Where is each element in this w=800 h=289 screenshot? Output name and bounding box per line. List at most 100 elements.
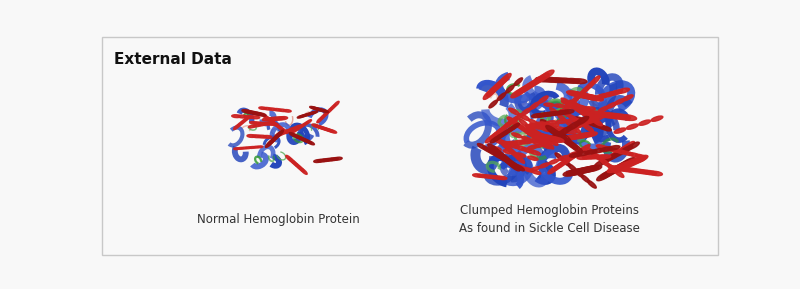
Ellipse shape: [536, 137, 550, 142]
Ellipse shape: [514, 78, 522, 86]
Ellipse shape: [318, 159, 326, 162]
Ellipse shape: [310, 112, 315, 114]
Ellipse shape: [616, 147, 626, 154]
Ellipse shape: [550, 139, 560, 144]
Ellipse shape: [566, 169, 582, 175]
Ellipse shape: [622, 151, 634, 155]
Ellipse shape: [538, 125, 550, 131]
Ellipse shape: [562, 101, 572, 105]
Ellipse shape: [522, 136, 532, 141]
Ellipse shape: [590, 76, 600, 85]
Ellipse shape: [546, 136, 559, 141]
Ellipse shape: [493, 129, 502, 137]
Ellipse shape: [583, 124, 594, 131]
Ellipse shape: [557, 110, 569, 114]
Ellipse shape: [571, 105, 582, 113]
Ellipse shape: [548, 166, 558, 174]
Ellipse shape: [508, 163, 518, 167]
Ellipse shape: [493, 79, 505, 90]
Ellipse shape: [306, 141, 314, 145]
Ellipse shape: [535, 132, 546, 139]
Ellipse shape: [254, 122, 261, 124]
Ellipse shape: [575, 148, 586, 155]
Ellipse shape: [315, 108, 322, 110]
Ellipse shape: [486, 135, 494, 143]
Ellipse shape: [528, 156, 538, 160]
Ellipse shape: [614, 162, 629, 171]
Ellipse shape: [527, 145, 538, 149]
Ellipse shape: [534, 143, 546, 147]
Ellipse shape: [550, 137, 564, 142]
Ellipse shape: [287, 127, 297, 132]
Ellipse shape: [558, 126, 572, 136]
Ellipse shape: [651, 116, 663, 121]
Text: External Data: External Data: [114, 52, 232, 67]
Ellipse shape: [638, 170, 650, 174]
Ellipse shape: [295, 135, 302, 140]
Ellipse shape: [292, 134, 300, 138]
Ellipse shape: [538, 96, 548, 103]
Ellipse shape: [603, 155, 613, 162]
Ellipse shape: [582, 155, 594, 159]
Ellipse shape: [583, 116, 599, 124]
Ellipse shape: [494, 134, 502, 141]
Ellipse shape: [323, 128, 331, 131]
Ellipse shape: [621, 146, 633, 153]
Ellipse shape: [607, 153, 617, 160]
Ellipse shape: [614, 114, 630, 120]
Ellipse shape: [283, 110, 291, 112]
Ellipse shape: [298, 124, 305, 128]
Ellipse shape: [546, 121, 557, 125]
Ellipse shape: [565, 139, 578, 149]
Ellipse shape: [566, 101, 578, 109]
Ellipse shape: [245, 110, 254, 114]
Ellipse shape: [552, 163, 563, 171]
Ellipse shape: [278, 126, 285, 131]
Ellipse shape: [548, 123, 558, 127]
Ellipse shape: [503, 150, 514, 154]
Ellipse shape: [515, 155, 525, 163]
Ellipse shape: [602, 147, 614, 151]
Ellipse shape: [550, 129, 564, 139]
Ellipse shape: [609, 166, 622, 170]
Ellipse shape: [614, 166, 626, 173]
Ellipse shape: [566, 102, 576, 106]
Ellipse shape: [271, 121, 278, 126]
Ellipse shape: [322, 159, 330, 162]
Ellipse shape: [500, 73, 511, 84]
Ellipse shape: [561, 98, 572, 106]
Ellipse shape: [254, 124, 261, 127]
Ellipse shape: [507, 117, 518, 125]
Ellipse shape: [483, 89, 494, 99]
Ellipse shape: [314, 108, 319, 110]
Ellipse shape: [478, 144, 487, 150]
Ellipse shape: [257, 146, 263, 148]
Ellipse shape: [545, 141, 554, 149]
Ellipse shape: [617, 88, 630, 93]
Ellipse shape: [581, 86, 590, 95]
Ellipse shape: [582, 166, 598, 172]
Ellipse shape: [544, 136, 558, 141]
Ellipse shape: [511, 88, 525, 98]
Ellipse shape: [614, 99, 625, 105]
Ellipse shape: [530, 167, 540, 172]
Ellipse shape: [289, 158, 295, 164]
Ellipse shape: [274, 132, 282, 139]
Ellipse shape: [566, 100, 574, 109]
Ellipse shape: [258, 135, 266, 138]
Ellipse shape: [573, 92, 587, 98]
Ellipse shape: [326, 108, 333, 113]
Ellipse shape: [541, 135, 552, 142]
Ellipse shape: [266, 123, 274, 125]
Ellipse shape: [249, 125, 256, 128]
Ellipse shape: [526, 125, 534, 133]
Ellipse shape: [298, 166, 304, 172]
Ellipse shape: [575, 116, 589, 125]
Ellipse shape: [529, 123, 546, 129]
Ellipse shape: [563, 170, 579, 176]
Ellipse shape: [625, 142, 634, 148]
Ellipse shape: [567, 118, 579, 122]
Ellipse shape: [556, 120, 568, 123]
Ellipse shape: [586, 81, 595, 90]
Ellipse shape: [634, 157, 646, 163]
